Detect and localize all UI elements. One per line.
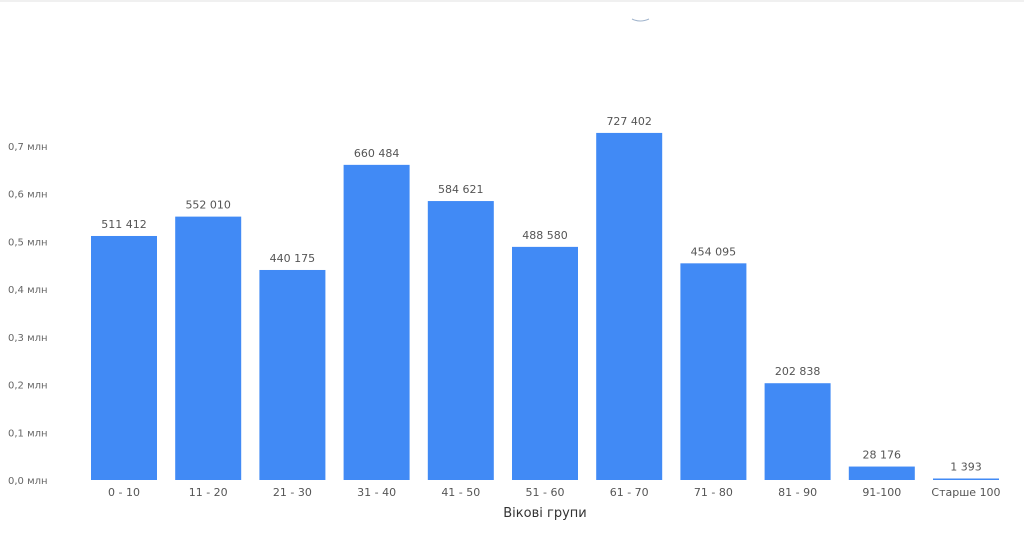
bars: 511 412 552 010 440 175 660 484 584 621 488 5…	[91, 115, 999, 481]
bar[interactable]	[91, 235, 157, 480]
bar[interactable]	[680, 263, 747, 480]
x-tick-label: 11 - 20	[189, 486, 228, 499]
y-tick-label: 0,0 млн	[8, 476, 48, 487]
x-tick-label: Старше 100	[931, 486, 1000, 499]
data-label: 660 484	[354, 147, 400, 160]
bar[interactable]	[512, 246, 578, 480]
y-tick-label: 0,5 млн	[8, 237, 48, 248]
y-tick-label: 0,2 млн	[8, 381, 48, 392]
bar[interactable]	[933, 478, 999, 481]
bar[interactable]	[848, 466, 915, 480]
y-tick-label: 0,7 млн	[8, 142, 48, 153]
x-tick-label: 71 - 80	[694, 486, 733, 499]
bar[interactable]	[764, 383, 831, 480]
x-tick-label: 81 - 90	[778, 486, 817, 499]
bar[interactable]	[259, 269, 326, 480]
x-tick-label: 0 - 10	[108, 486, 140, 499]
data-label: 727 402	[606, 115, 652, 128]
x-axis: 0 - 10 11 - 20 21 - 30 31 - 40 41 - 50 51 - 6…	[108, 486, 1001, 499]
y-axis: 0,0 млн 0,1 млн 0,2 млн 0,3 млн 0,4 млн 0,5 м…	[8, 142, 48, 487]
bar[interactable]	[175, 216, 242, 480]
collapse-handle-icon[interactable]	[631, 18, 650, 22]
bar[interactable]	[427, 201, 494, 481]
x-axis-title: Вікові групи	[503, 506, 586, 521]
data-label: 511 412	[101, 218, 147, 231]
bar[interactable]	[343, 164, 410, 480]
data-label: 440 175	[270, 252, 316, 265]
data-label: 552 010	[185, 199, 231, 212]
top-border	[0, 0, 1024, 2]
data-label: 28 176	[863, 449, 902, 462]
y-tick-label: 0,4 млн	[8, 285, 48, 296]
data-label: 454 095	[691, 245, 737, 258]
x-tick-label: 91-100	[862, 486, 901, 499]
x-tick-label: 41 - 50	[441, 486, 480, 499]
y-tick-label: 0,6 млн	[8, 190, 48, 201]
x-tick-label: 21 - 30	[273, 486, 312, 499]
data-label: 488 580	[522, 229, 568, 242]
y-tick-label: 0,3 млн	[8, 333, 48, 344]
data-label: 584 621	[438, 183, 484, 196]
x-tick-label: 51 - 60	[526, 486, 565, 499]
data-label: 202 838	[775, 365, 821, 378]
bar[interactable]	[596, 132, 663, 480]
y-tick-label: 0,1 млн	[8, 428, 48, 439]
x-tick-label: 61 - 70	[610, 486, 649, 499]
data-label: 1 393	[950, 461, 982, 474]
x-tick-label: 31 - 40	[357, 486, 396, 499]
